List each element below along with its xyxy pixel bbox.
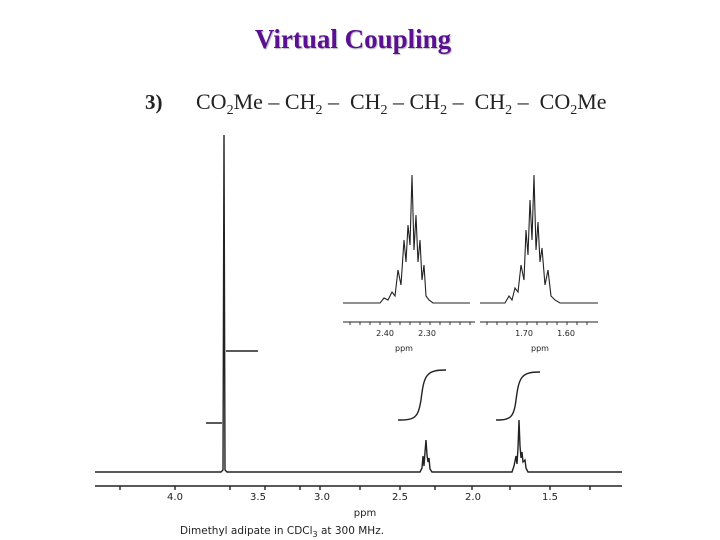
formula-text: – CH	[447, 89, 506, 114]
formula: CO2Me – CH2 – CH2 – CH2 – CH2 – CO2Me	[196, 89, 607, 119]
inset-trace	[480, 174, 598, 304]
inset-label: 1.70	[515, 329, 533, 338]
spectrum-trace	[95, 134, 622, 473]
inset-label: 2.40	[376, 329, 394, 338]
formula-text: – CH	[322, 89, 381, 114]
formula-text: Me	[577, 89, 607, 114]
formula-subscript: 2	[505, 103, 513, 118]
inset-trace	[343, 174, 470, 304]
formula-subscript: 2	[380, 103, 388, 118]
integral-1	[397, 369, 447, 421]
formula-subscript: 2	[226, 103, 234, 118]
formula-text: – CO	[512, 89, 571, 114]
axis-label: 2.0	[465, 492, 481, 503]
formula-text: CO	[196, 89, 227, 114]
axis-label: 2.5	[392, 492, 408, 503]
inset-ticks	[349, 322, 471, 325]
formula-text: – CH	[387, 89, 441, 114]
spectrum-drawing	[95, 134, 622, 490]
slide-title: Virtual Coupling	[254, 24, 452, 54]
inset-axis-title: ppm	[395, 344, 413, 353]
axis-title: ppm	[354, 508, 376, 519]
formula-text: Me – CH	[233, 89, 316, 114]
inset-label: 1.60	[557, 329, 575, 338]
inset-label: 2.30	[418, 329, 436, 338]
axis-ticks	[119, 486, 591, 490]
inset-axis-title: ppm	[531, 344, 549, 353]
integral-2	[495, 371, 541, 421]
formula-subscript: 2	[315, 103, 323, 118]
caption: Dimethyl adipate in CDCl3 at 300 MHz.	[180, 525, 384, 539]
formula-subscript: 2	[570, 103, 578, 118]
formula-subscript: 2	[440, 103, 448, 118]
axis-label: 4.0	[167, 492, 183, 503]
axis-label: 3.0	[314, 492, 330, 503]
inset-ticks	[486, 322, 588, 325]
integral-singlet	[206, 350, 258, 424]
axis-label: 3.5	[250, 492, 266, 503]
item-number: 3)	[145, 90, 163, 114]
axis-label: 1.5	[542, 492, 558, 503]
